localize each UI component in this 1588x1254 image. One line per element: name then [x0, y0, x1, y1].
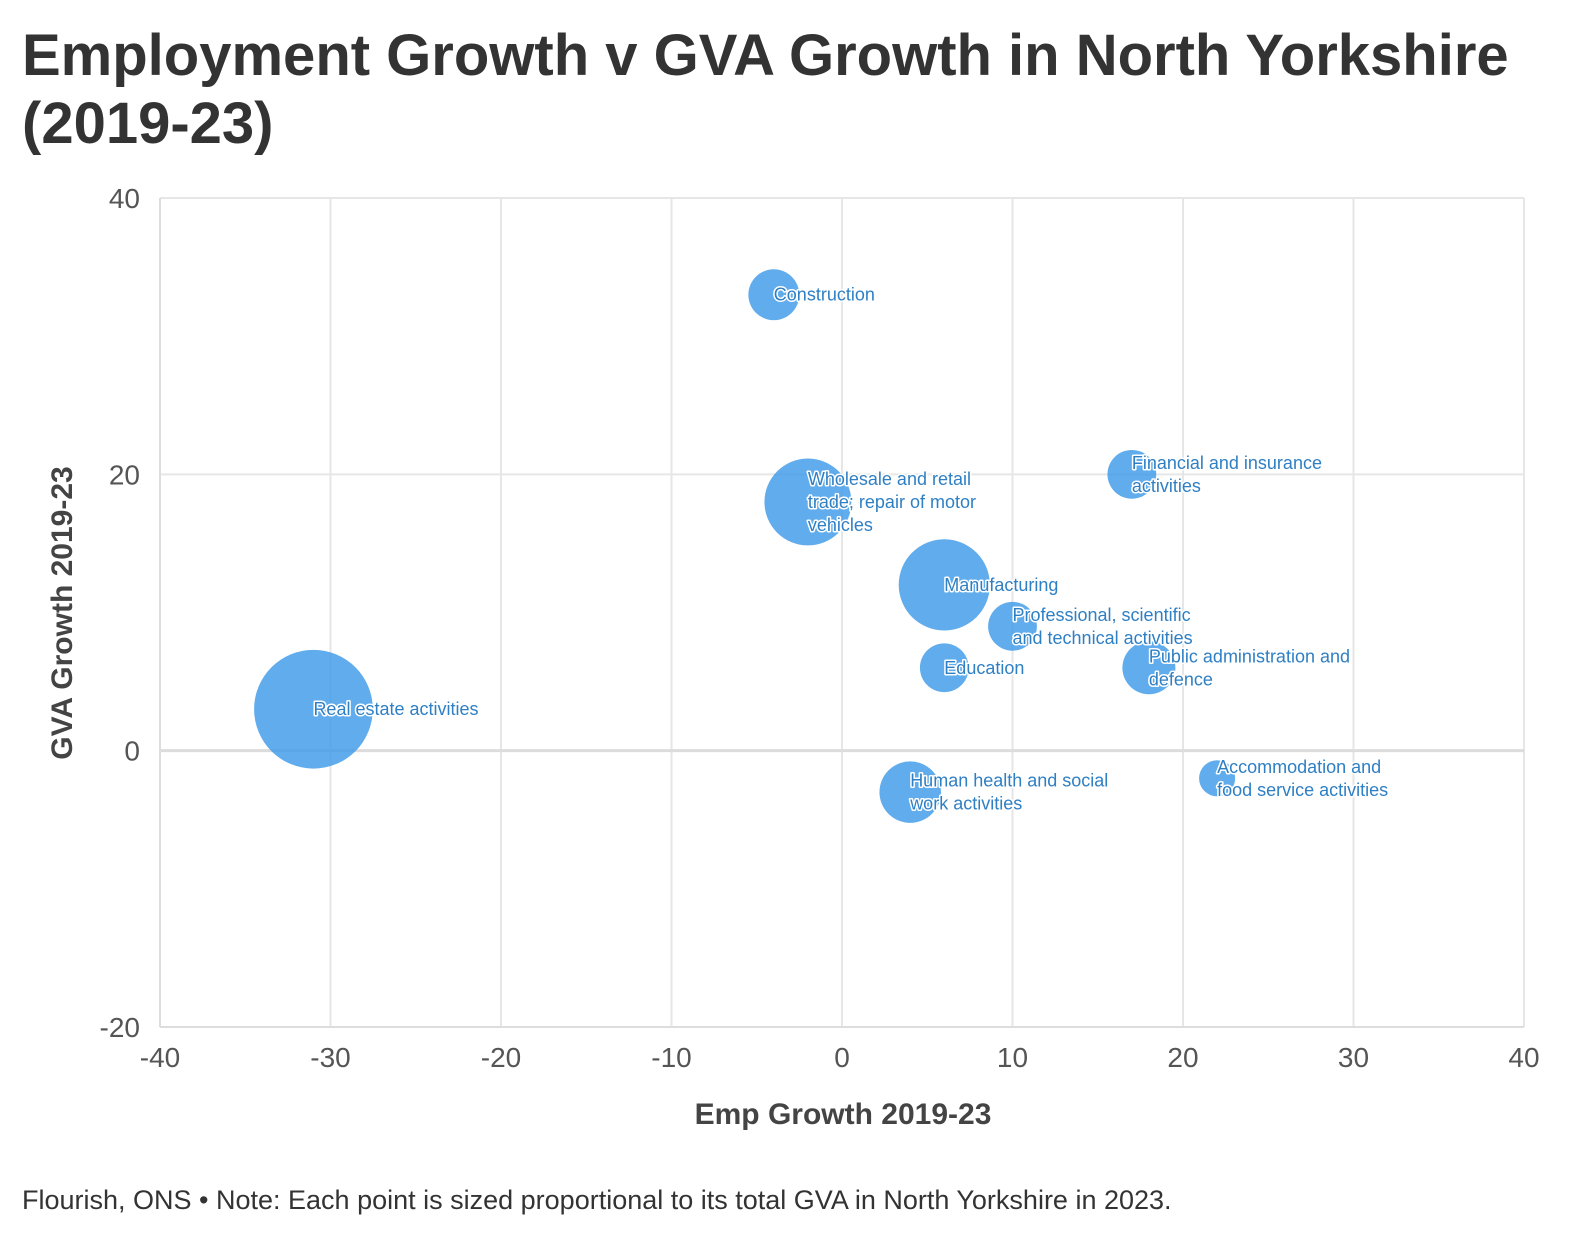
bubble[interactable] — [879, 761, 941, 823]
x-tick-label: 30 — [1338, 1042, 1369, 1073]
x-tick-label: 20 — [1167, 1042, 1198, 1073]
bubble-label: Wholesale and retail trade; repair of mot… — [808, 469, 976, 535]
bubble[interactable] — [764, 458, 852, 546]
x-tick-label: 40 — [1508, 1042, 1539, 1073]
bubble-label: Construction — [774, 285, 875, 305]
bubble-label: Professional, scientific and technical ac… — [1013, 605, 1193, 648]
x-tick-label: 10 — [997, 1042, 1028, 1073]
y-tick-label: 0 — [124, 736, 140, 767]
x-tick-label: 0 — [834, 1042, 850, 1073]
bubble[interactable] — [1199, 760, 1236, 797]
bubble[interactable] — [988, 601, 1037, 651]
bubble-label: Manufacturing — [944, 575, 1058, 595]
grid-lines — [159, 197, 1525, 1028]
x-tick-label: -40 — [140, 1042, 180, 1073]
chart-title: Employment Growth v GVA Growth in North … — [22, 23, 1509, 156]
bubble[interactable] — [1122, 641, 1176, 695]
bubble-label: Human health and social work activities — [909, 771, 1108, 814]
y-axis-title: GVA Growth 2019-23 — [46, 466, 79, 759]
bubble-label: Public administration and defence — [1149, 646, 1350, 689]
bubble-label: Accommodation and food service activities — [1217, 757, 1388, 800]
x-tick-label: -20 — [481, 1042, 521, 1073]
x-axis-title: Emp Growth 2019-23 — [695, 1098, 992, 1131]
y-tick-label: -20 — [100, 1012, 140, 1043]
bubble-label: Financial and insurance activities — [1132, 453, 1322, 496]
y-tick-label: 40 — [109, 183, 140, 214]
bubble-label: Real estate activities — [313, 699, 478, 719]
axis-ticks: -40 -30 -20 -10 0 10 20 30 40 -20 0 20 40 — [100, 183, 1540, 1073]
bubble-label: Education — [944, 658, 1024, 678]
bubble[interactable] — [748, 269, 800, 321]
bubble[interactable] — [1107, 449, 1157, 499]
source-note: Flourish, ONS • Note: Each point is size… — [22, 1185, 1172, 1215]
bubble[interactable] — [898, 539, 990, 631]
bubble-chart: -40 -30 -20 -10 0 10 20 30 40 -20 0 20 40 Constructi… — [46, 183, 1540, 1131]
y-tick-label: 20 — [109, 459, 140, 490]
bubble[interactable] — [254, 649, 373, 769]
bubbles — [254, 269, 1236, 823]
x-tick-label: -30 — [310, 1042, 350, 1073]
x-tick-label: -10 — [651, 1042, 691, 1073]
bubble-labels: Construction Wholesale and retail trade; r… — [312, 283, 1390, 815]
bubble[interactable] — [919, 643, 969, 693]
